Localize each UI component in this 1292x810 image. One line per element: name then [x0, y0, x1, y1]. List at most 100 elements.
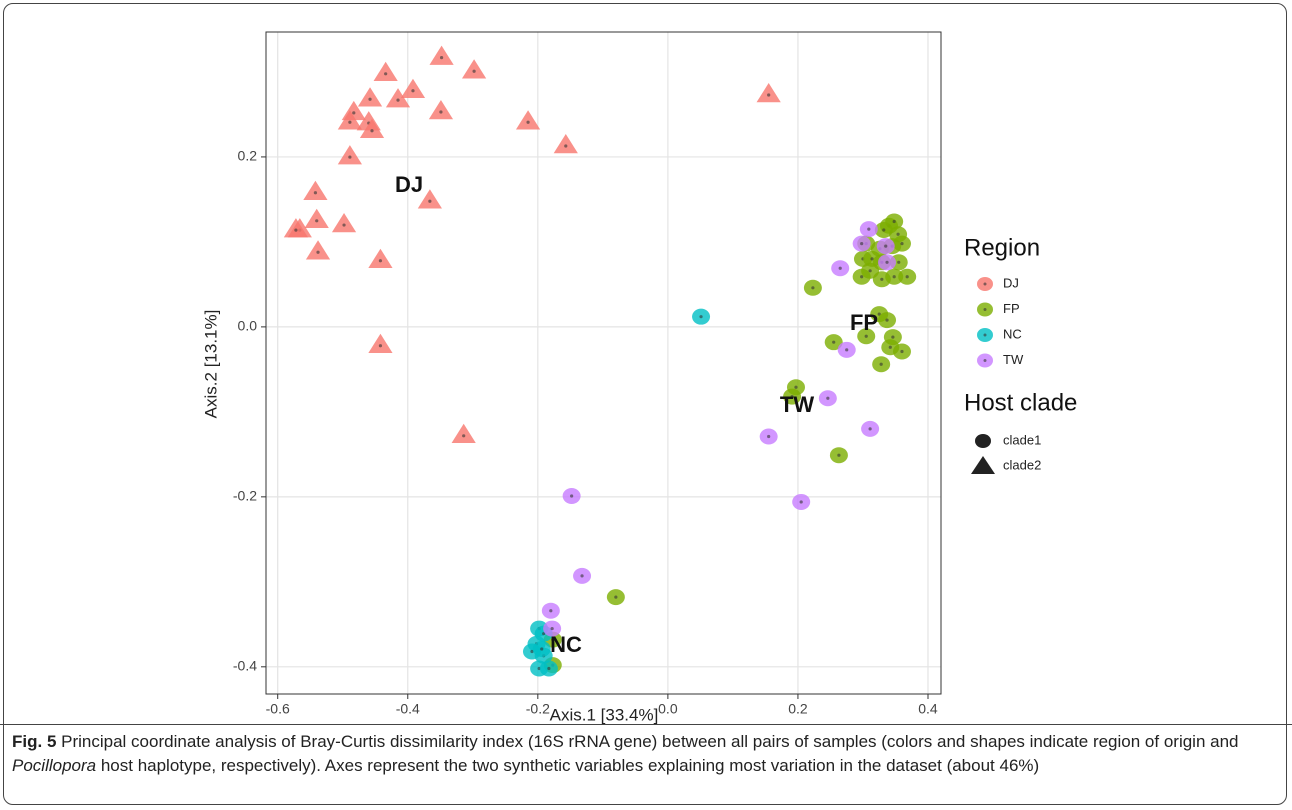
marker-dot: [396, 98, 400, 102]
marker-dot: [983, 333, 987, 337]
marker-dot: [832, 340, 836, 344]
marker-dot: [868, 427, 872, 431]
marker-dot: [983, 308, 987, 311]
marker-dot: [897, 260, 901, 264]
marker-dot: [837, 453, 841, 457]
annotation: DJ: [395, 172, 423, 197]
plot-panel: [265, 31, 942, 695]
caption-label: Fig. 5: [12, 732, 57, 751]
point: [429, 45, 454, 65]
chart: Axis.1 [33.4%] Axis.2 [13.1%] Region Hos…: [201, 31, 1077, 724]
marker-dot: [378, 344, 383, 348]
annotation: NC: [550, 632, 582, 657]
point: [303, 180, 328, 201]
marker-dot: [877, 312, 881, 316]
point: [357, 87, 383, 107]
marker-dot: [439, 56, 444, 60]
marker-dot: [891, 335, 895, 339]
marker-dot: [860, 275, 864, 279]
point: [331, 213, 357, 233]
marker-dot: [564, 144, 568, 148]
marker-dot: [767, 434, 771, 439]
marker-dot: [699, 315, 703, 319]
caption: Fig. 5 Principal coordinate analysis of …: [12, 730, 1280, 778]
legend-label: clade2: [1003, 457, 1041, 472]
marker-dot: [540, 647, 544, 651]
y-tick-label: -0.2: [233, 488, 257, 504]
marker-dot: [580, 574, 584, 578]
legend-label: TW: [1003, 352, 1024, 367]
marker-dot: [384, 72, 388, 76]
x-tick-label: 0.2: [788, 701, 808, 717]
marker-dot: [313, 191, 318, 195]
annotation: TW: [780, 392, 814, 417]
marker-dot: [547, 666, 551, 671]
marker-dot: [790, 394, 794, 399]
marker-dot: [838, 266, 842, 270]
point: [337, 110, 362, 130]
y-tick-label: -0.4: [233, 658, 257, 674]
marker-dot: [882, 228, 886, 232]
marker-dot: [870, 257, 874, 261]
legend-title: Region: [964, 234, 1040, 261]
caption-text: Principal coordinate analysis of Bray-Cu…: [61, 732, 1239, 751]
marker-dot: [885, 260, 889, 264]
legend-label: NC: [1003, 326, 1022, 341]
marker-dot: [294, 228, 298, 232]
point: [283, 218, 309, 238]
legend-title: Host clade: [964, 389, 1077, 416]
legend-label: DJ: [1003, 275, 1019, 290]
point: [304, 208, 329, 229]
marker-dot: [811, 286, 815, 290]
marker-dot: [348, 155, 352, 159]
y-axis-label: Axis.2 [13.1%]: [201, 310, 220, 419]
marker-dot: [348, 120, 352, 124]
point: [756, 83, 781, 103]
annotation: FP: [850, 310, 878, 335]
point: [515, 110, 541, 130]
marker-dot: [549, 609, 553, 613]
point: [428, 100, 454, 120]
x-tick-label: -0.4: [396, 701, 420, 717]
figure-frame: Axis.1 [33.4%] Axis.2 [13.1%] Region Hos…: [3, 3, 1287, 805]
x-axis-label: Axis.1 [33.4%]: [550, 705, 659, 724]
plot-panel: [265, 31, 942, 695]
marker-dot: [462, 434, 466, 438]
marker-dot: [411, 89, 415, 93]
marker-dot: [542, 632, 546, 636]
marker-dot: [879, 362, 883, 366]
marker-dot: [983, 282, 987, 286]
marker-dot: [439, 110, 443, 114]
marker-dot: [428, 199, 432, 203]
marker-dot: [892, 275, 896, 279]
marker-dot: [614, 595, 618, 599]
point: [417, 189, 442, 209]
marker-dot: [905, 275, 909, 279]
x-tick-label: 0.0: [658, 701, 678, 717]
marker-dot: [472, 69, 476, 73]
marker-dot: [799, 500, 803, 504]
legend-label: FP: [1003, 301, 1020, 316]
marker-dot: [884, 244, 888, 248]
legend-swatch: [975, 434, 991, 448]
caption-text: host haplotype, respectively). Axes repr…: [96, 756, 1040, 775]
separator: [0, 724, 1292, 725]
marker-dot: [892, 219, 896, 224]
point: [373, 61, 398, 82]
marker-dot: [885, 318, 889, 322]
marker-dot: [860, 242, 864, 246]
marker-dot: [352, 111, 356, 115]
marker-dot: [342, 223, 346, 227]
marker-dot: [868, 269, 872, 273]
marker-dot: [896, 232, 900, 236]
x-tick-label: -0.6: [266, 701, 290, 717]
marker-dot: [378, 259, 383, 263]
caption-italic: Pocillopora: [12, 756, 97, 775]
marker-dot: [983, 359, 987, 362]
marker-dot: [900, 242, 904, 246]
legend-label: clade1: [1003, 432, 1041, 447]
point: [368, 248, 393, 268]
marker-dot: [370, 129, 374, 133]
legend-swatch: [971, 456, 995, 474]
